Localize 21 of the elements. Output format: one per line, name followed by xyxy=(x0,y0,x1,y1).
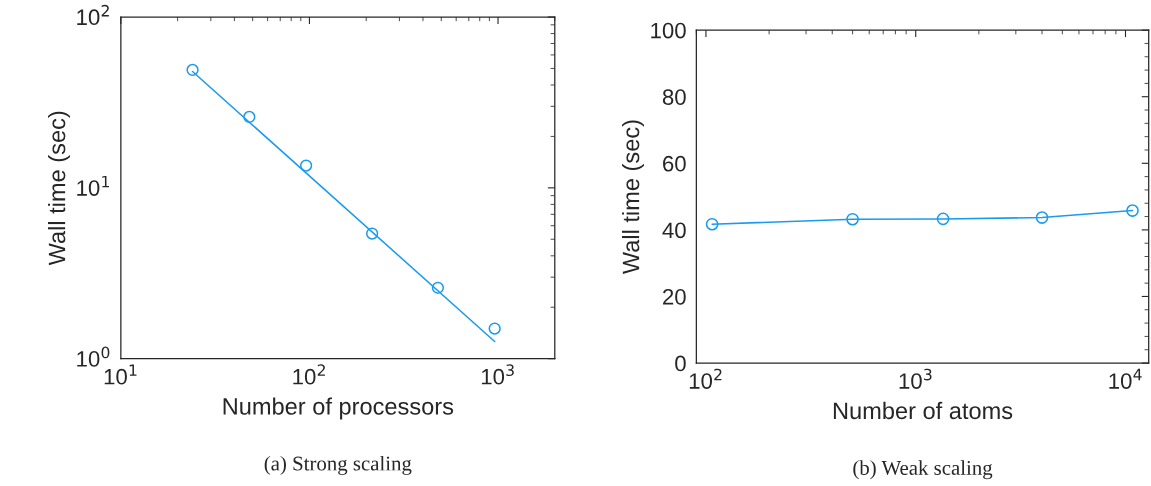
y-tick-label: 10$^{1}$ xyxy=(77,175,109,196)
y-axis-title: Wall time (sec) xyxy=(621,120,644,275)
y-tick-label: 10$^{2}$ xyxy=(77,4,109,26)
y-tick-label: 60 xyxy=(663,155,686,172)
x-tick-label: 10$^{1}$ xyxy=(104,364,137,385)
x-tick-label: 10$^{2}$ xyxy=(293,364,325,385)
y-tick-label: 100 xyxy=(651,22,686,39)
y-axis-title: Wall time (sec) xyxy=(48,111,71,266)
text: (b) Weak scaling xyxy=(853,460,993,480)
x-tick-label: 10$^{2}$ xyxy=(689,368,722,389)
text: (a) Strong scaling xyxy=(264,455,412,475)
y-tick-label: 80 xyxy=(662,89,686,105)
y-tick-label: 20 xyxy=(663,288,686,305)
x-tick-label: 10$^{4}$ xyxy=(1109,368,1142,389)
x-tick-label: 10$^{3}$ xyxy=(481,364,514,385)
y-tick-label: 40 xyxy=(662,222,686,239)
x-tick-label: 10$^{3}$ xyxy=(899,368,932,389)
y-tick-label: 0 xyxy=(675,355,686,372)
x-axis-title: Number of processors xyxy=(223,397,454,420)
x-axis-title: Number of atoms xyxy=(833,401,1013,420)
y-tick-label: 10$^{0}$ xyxy=(77,346,110,367)
